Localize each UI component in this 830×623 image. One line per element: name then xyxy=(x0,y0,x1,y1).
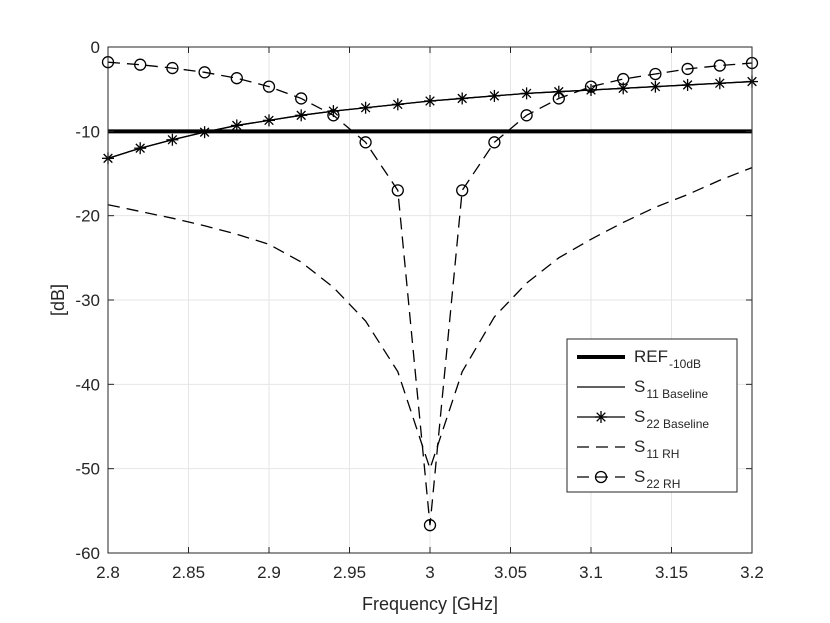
x-tick-label: 3.05 xyxy=(494,563,527,582)
circle-marker xyxy=(649,67,662,81)
star-marker xyxy=(230,119,243,132)
circle-marker xyxy=(134,58,147,71)
legend-label: S11 RH xyxy=(634,437,679,461)
series-line xyxy=(107,166,753,471)
x-tick-label: 3.1 xyxy=(579,563,603,582)
circle-marker xyxy=(488,136,501,149)
circle-marker xyxy=(295,92,308,105)
legend-entry: S11 Baseline xyxy=(577,377,708,401)
star-marker xyxy=(595,411,607,423)
legend-entry: REF-10dB xyxy=(577,347,701,371)
x-tick-label: 2.85 xyxy=(172,563,205,582)
circle-marker xyxy=(713,59,726,72)
legend-entry: S22 RH xyxy=(577,467,680,491)
star-marker xyxy=(295,109,308,122)
x-axis-label: Frequency [GHz] xyxy=(362,594,498,614)
star-marker xyxy=(552,85,565,98)
star-marker xyxy=(263,114,275,127)
legend: REF-10dB S11 Baseline S22 Baseline S11 RH S2… xyxy=(566,338,738,493)
circle-marker xyxy=(262,80,276,93)
star-marker xyxy=(359,101,372,114)
legend-label: S22 RH xyxy=(634,467,680,491)
star-marker xyxy=(456,92,469,105)
star-marker xyxy=(391,98,404,111)
y-tick-label: -60 xyxy=(75,544,100,563)
star-marker xyxy=(166,133,179,146)
y-tick-label: -30 xyxy=(75,291,100,310)
legend-entry: S11 RH xyxy=(577,437,679,461)
circle-marker xyxy=(617,72,630,86)
circle-marker xyxy=(520,109,533,122)
legend-label: S11 Baseline xyxy=(634,377,708,401)
circle-marker xyxy=(456,184,469,197)
x-tick-label: 3 xyxy=(425,563,434,582)
legend-entry: S22 Baseline xyxy=(577,407,709,431)
circle-marker xyxy=(584,80,598,93)
star-marker xyxy=(134,142,147,155)
legend-box xyxy=(566,338,738,493)
tick-labels: 2.8 2.85 2.9 2.95 3 3.05 3.1 3.15 3.2 0 -10 -20 -30 -… xyxy=(75,38,763,582)
circle-marker xyxy=(359,136,372,149)
x-tick-label: 2.8 xyxy=(96,563,120,582)
y-tick-label: -50 xyxy=(75,460,100,479)
circle-marker xyxy=(423,519,437,532)
x-tick-label: 2.95 xyxy=(333,563,366,582)
star-marker xyxy=(649,80,662,93)
x-tick-label: 3.2 xyxy=(740,563,764,582)
circle-marker xyxy=(230,72,243,85)
axes xyxy=(107,46,753,554)
legend-label: REF-10dB xyxy=(634,347,701,371)
star-marker xyxy=(198,126,211,139)
x-tick-label: 3.15 xyxy=(655,563,688,582)
y-axis-label: [dB] xyxy=(48,284,68,316)
star-marker xyxy=(424,94,436,107)
x-tick-label: 2.9 xyxy=(257,563,281,582)
circle-marker xyxy=(594,470,608,484)
circle-marker xyxy=(391,184,404,197)
star-marker xyxy=(713,77,726,90)
series-4 xyxy=(101,56,759,532)
circle-marker xyxy=(166,61,179,75)
y-tick-label: -10 xyxy=(75,122,100,141)
circle-marker xyxy=(681,62,694,76)
series-line xyxy=(107,61,753,526)
legend-label: S22 Baseline xyxy=(634,407,709,431)
star-marker xyxy=(488,89,501,102)
circle-marker xyxy=(552,92,565,105)
y-tick-label: 0 xyxy=(91,38,100,57)
star-marker xyxy=(520,87,533,100)
y-tick-label: -40 xyxy=(75,375,100,394)
star-marker xyxy=(681,78,694,91)
series-3 xyxy=(107,166,753,471)
circle-marker xyxy=(327,109,340,122)
y-tick-label: -20 xyxy=(75,207,100,226)
circle-marker xyxy=(198,66,211,79)
